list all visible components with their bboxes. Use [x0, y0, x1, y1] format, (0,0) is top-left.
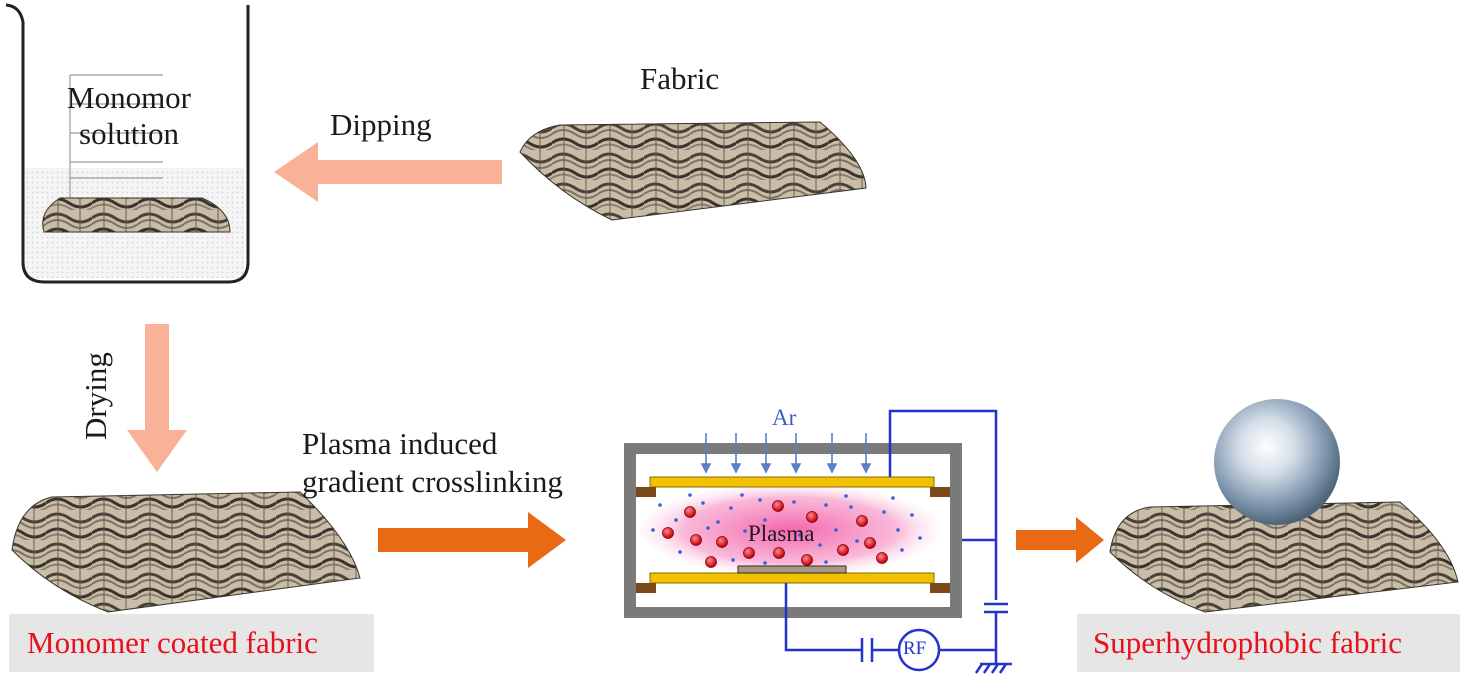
fabric-coated	[11, 491, 361, 613]
coated-fabric-label: Monomer coated fabric	[27, 625, 318, 660]
drying-arrow	[127, 324, 187, 472]
rf-circuit	[784, 409, 1012, 674]
argon-inlet-arrows	[700, 433, 872, 474]
plasma-glow	[640, 484, 940, 576]
drying-label: Drying	[78, 352, 113, 440]
plasma-step-line2: gradient crosslinking	[302, 464, 563, 500]
plasma-arrow	[378, 512, 566, 568]
superhydrophobic-label: Superhydrophobic fabric	[1093, 625, 1403, 660]
rf-source-label: RF	[903, 638, 927, 659]
beaker-label-line2: solution	[79, 115, 179, 151]
plasma-step-label: Plasma induced gradient crosslinking	[302, 425, 563, 501]
plasma-ions	[662, 500, 888, 568]
dipping-arrow	[274, 142, 502, 202]
beaker-label: Monomor solution	[56, 80, 202, 151]
plasma-label: Plasma	[748, 521, 815, 546]
beaker-label-line1: Monomor	[67, 80, 191, 115]
dipping-label: Dipping	[330, 107, 432, 142]
reactor-sample	[737, 565, 847, 574]
output-arrow	[1016, 517, 1104, 563]
water-droplet	[1214, 399, 1340, 525]
beaker	[5, 3, 250, 284]
coated-fabric-label-box	[9, 614, 374, 672]
fabric-raw	[519, 121, 867, 221]
fabric-label: Fabric	[640, 61, 720, 96]
fabric-in-beaker	[42, 197, 231, 233]
plasma-reactor	[624, 409, 1012, 674]
superhydrophobic-label-box	[1077, 614, 1460, 672]
fabric-superhydrophobic	[1109, 501, 1459, 613]
plasma-radicals	[651, 493, 922, 565]
argon-label: Ar	[772, 405, 797, 430]
plasma-step-line1: Plasma induced	[302, 426, 498, 461]
